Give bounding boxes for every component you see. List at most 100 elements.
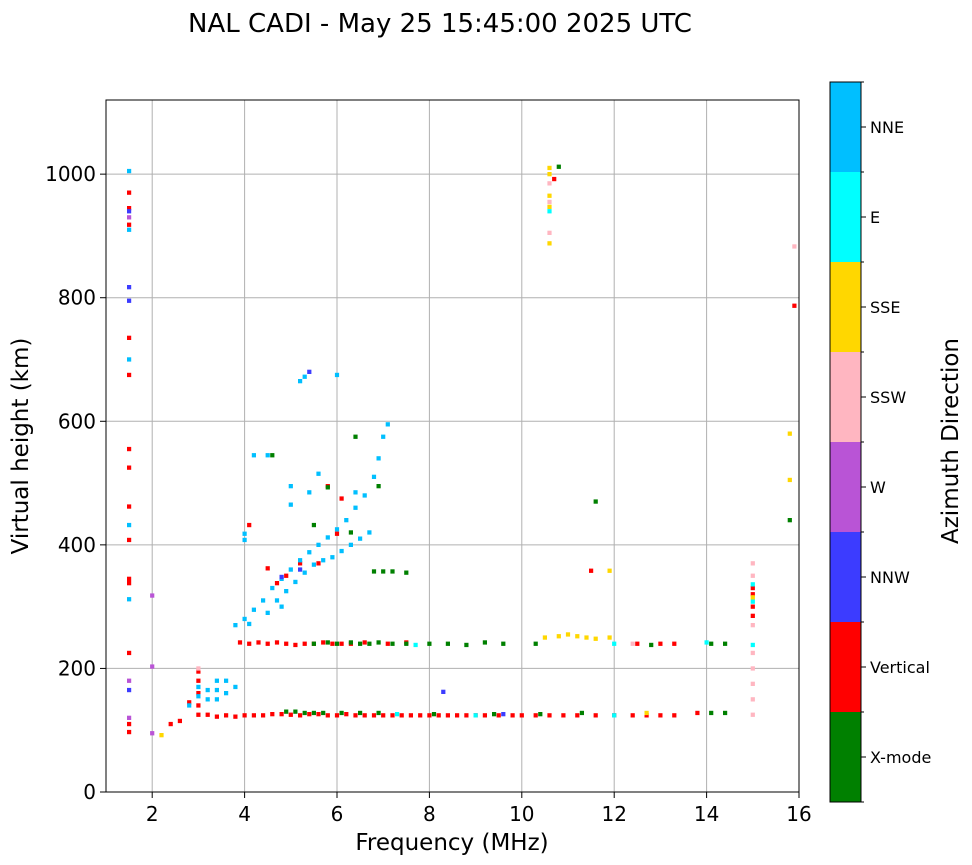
echo-point-vertical [672, 641, 677, 646]
echo-point-nne [127, 357, 132, 362]
echo-point-sse [593, 636, 598, 641]
echo-point-vertical [298, 713, 303, 718]
echo-point-x-mode [404, 570, 409, 575]
colorbar-frame [829, 81, 862, 803]
echo-point-nne [205, 697, 210, 702]
echo-point-vertical [187, 700, 192, 705]
echo-point-vertical [127, 206, 132, 211]
echo-point-sse [547, 241, 552, 246]
echo-point-ssw [630, 641, 635, 646]
echo-point-nne [233, 623, 238, 628]
echo-point-ssw [547, 199, 552, 205]
echo-point-nne [265, 453, 270, 458]
echo-point-x-mode [339, 710, 344, 716]
colorbar-segment [830, 82, 861, 172]
echo-point-vertical [672, 713, 677, 718]
echo-point-nnw [127, 298, 132, 303]
echo-point-nne [224, 691, 229, 696]
echo-point-nnw [307, 369, 312, 374]
echo-point-x-mode [311, 522, 316, 528]
colorbar-segment [830, 262, 861, 352]
echo-point-vertical [242, 713, 247, 718]
echo-point-vertical [127, 335, 132, 340]
echo-point-sse [547, 193, 552, 198]
echo-point-e [750, 599, 755, 604]
echo-point-e [395, 712, 400, 717]
echo-point-vertical [127, 372, 132, 378]
echo-point-x-mode [302, 710, 307, 716]
echo-point-vertical [256, 640, 261, 645]
echo-point-w [150, 731, 155, 736]
echo-point-nne [334, 527, 340, 532]
echo-point-vertical [750, 592, 755, 597]
echo-point-nne [311, 562, 316, 567]
echo-point-vertical [325, 713, 330, 718]
echo-point-vertical [519, 713, 524, 718]
echo-point-ssw [750, 712, 755, 717]
echo-point-vertical [436, 713, 441, 718]
echo-point-nne [242, 531, 247, 536]
echo-point-nne [344, 518, 349, 523]
echo-point-nne [376, 456, 381, 461]
x-axis-ticks: 2 4 6 8 10 12 14 16 [146, 792, 812, 826]
echo-point-nne [214, 687, 219, 693]
echo-point-vertical [635, 641, 640, 646]
echo-point-x-mode [334, 641, 340, 646]
echo-point-vertical [750, 613, 755, 618]
echo-point-nne [224, 678, 229, 683]
echo-point-vertical [224, 713, 229, 718]
echo-point-vertical [362, 713, 367, 718]
echo-point-nne [302, 570, 307, 575]
echo-point-nne [214, 678, 219, 683]
echo-point-x-mode [270, 453, 275, 458]
echo-point-e [413, 642, 418, 648]
echo-point-nne [284, 589, 289, 594]
echo-point-vertical [127, 222, 132, 227]
echo-point-nne [251, 453, 256, 458]
echo-point-x-mode [376, 710, 381, 716]
echo-point-vertical [321, 640, 326, 645]
echo-point-vertical [344, 712, 349, 717]
echo-point-nne [127, 227, 132, 232]
echo-point-vertical [196, 691, 201, 696]
echo-point-nne [127, 168, 132, 174]
echo-point-nne [196, 684, 201, 690]
echo-point-e [750, 642, 755, 648]
azimuth-colorbar: X-mode Vertical NNW W SSW SSE E NNE [829, 81, 931, 803]
echo-point-nne [348, 542, 353, 547]
echo-point-vertical [630, 713, 635, 718]
echo-point-nne [302, 374, 307, 379]
echo-point-sse [547, 172, 552, 177]
echo-point-nne [127, 522, 132, 528]
echo-point-x-mode [390, 641, 395, 646]
colorbar-segment [830, 532, 861, 622]
echo-point-vertical [339, 641, 344, 646]
echo-point-nne [381, 434, 386, 439]
echo-point-ssw [547, 230, 552, 235]
echo-point-nne [279, 604, 284, 609]
echo-point-nne [298, 558, 303, 563]
x-tick-label: 14 [694, 802, 719, 826]
echo-point-ssw [750, 650, 755, 656]
echo-point-vertical [427, 713, 432, 718]
colorbar-category-label: SSE [870, 298, 900, 317]
y-axis-ticks: 0 200 400 600 800 1000 [45, 162, 106, 804]
colorbar-segment [830, 172, 861, 262]
x-tick-label: 16 [786, 802, 811, 826]
echo-point-x-mode [353, 434, 358, 439]
echo-point-vertical [168, 721, 173, 727]
echo-point-vertical [307, 712, 312, 717]
echo-point-sse [575, 634, 580, 639]
echo-point-nnw [279, 574, 284, 580]
echo-point-x-mode [293, 709, 298, 714]
echo-point-vertical [533, 713, 538, 718]
echo-point-vertical [127, 576, 132, 581]
echo-point-vertical [127, 537, 132, 543]
echo-point-vertical [279, 712, 284, 717]
echo-point-ssw [750, 666, 755, 671]
echo-point-x-mode [284, 709, 289, 714]
echo-point-x-mode [367, 641, 372, 646]
colorbar-category-label: E [870, 208, 880, 227]
echo-point-nne [247, 621, 252, 627]
echo-point-vertical [127, 190, 132, 195]
